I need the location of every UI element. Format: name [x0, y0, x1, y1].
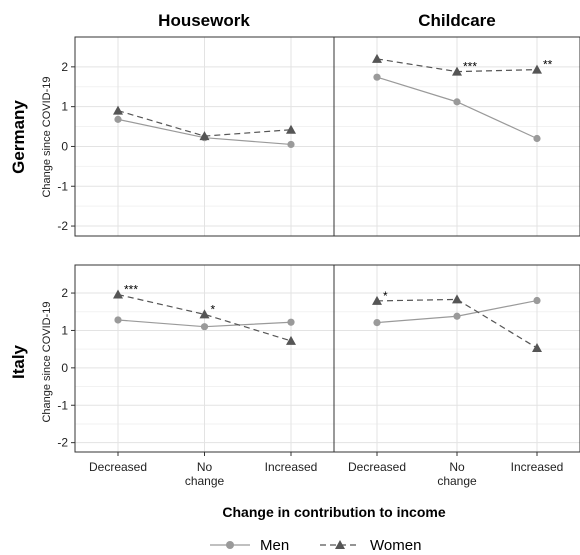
x-tick-label: Increased — [265, 460, 318, 474]
y-tick-label: -2 — [57, 436, 68, 450]
y-tick-label: 0 — [61, 361, 68, 375]
legend-marker — [226, 541, 234, 549]
data-point — [372, 53, 382, 63]
data-point — [532, 343, 542, 353]
data-point — [452, 294, 462, 304]
y-tick-label: -2 — [57, 219, 68, 233]
data-point — [114, 115, 122, 123]
data-point — [373, 318, 381, 327]
significance-label: *** — [124, 283, 138, 297]
x-tick-label: Decreased — [89, 460, 147, 474]
significance-label: ** — [543, 58, 553, 72]
data-point — [199, 309, 210, 319]
series-men-italy-housework — [114, 316, 295, 331]
data-point — [113, 105, 123, 115]
y-tick-label: 2 — [61, 286, 68, 300]
panel-germany-housework: -2 -1 0 1 2 — [57, 36, 335, 237]
data-point — [286, 335, 296, 345]
row-title-germany: Germany — [9, 100, 28, 174]
x-tick-label: Increased — [511, 460, 564, 474]
x-tick-labels: Decreased No change Increased Decreased No cha… — [89, 460, 563, 488]
y-tick-label: 1 — [61, 100, 68, 114]
legend-item-men: Men — [210, 537, 289, 554]
y-tick-label: 1 — [61, 323, 68, 337]
column-titles: Housework Childcare — [158, 11, 496, 30]
x-axis-label: Change in contribution to income — [222, 504, 445, 520]
y-tick-label: 0 — [61, 139, 68, 153]
y-tick-label: -1 — [57, 398, 68, 412]
y-axis-labels: Change since COVID-19 Change since COVID… — [41, 76, 53, 422]
legend-item-women: Women — [320, 537, 421, 554]
legend-label: Women — [370, 537, 421, 554]
data-point — [113, 289, 123, 299]
panel-germany-childcare: *** ** — [333, 36, 580, 237]
data-point — [372, 295, 382, 305]
legend-label: Men — [260, 537, 289, 554]
data-point — [114, 316, 122, 324]
data-point — [532, 64, 542, 74]
series-women-germany-childcare: *** ** — [372, 53, 553, 76]
legend-marker — [335, 540, 345, 549]
significance-label: *** — [463, 60, 477, 74]
data-point — [287, 140, 295, 149]
panel-italy-childcare: * — [333, 264, 580, 456]
series-men-germany-childcare — [373, 73, 541, 143]
data-point — [453, 312, 461, 320]
series-women-italy-childcare: * — [372, 289, 542, 353]
series-women-germany-housework — [113, 105, 296, 141]
x-tick-label: Decreased — [348, 460, 406, 474]
row-titles: Germany Italy — [9, 100, 28, 379]
row-title-italy: Italy — [9, 344, 28, 379]
y-axis-label-germany: Change since COVID-19 — [41, 76, 53, 197]
significance-label: * — [383, 289, 388, 303]
y-axis-label-italy: Change since COVID-19 — [41, 301, 53, 422]
legend: Men Women — [210, 537, 421, 554]
data-point — [287, 318, 295, 326]
panel-border — [333, 36, 580, 237]
data-point — [533, 296, 541, 305]
column-title-childcare: Childcare — [418, 11, 495, 30]
y-tick-label: -1 — [57, 179, 68, 193]
x-tick-label: No change — [437, 460, 477, 488]
series-women-italy-housework: **** — [113, 283, 296, 345]
data-point — [453, 98, 461, 106]
significance-label: * — [211, 302, 216, 316]
data-point — [200, 323, 209, 331]
data-point — [452, 66, 462, 76]
data-point — [199, 131, 210, 141]
data-point — [286, 124, 296, 134]
series-men-italy-childcare — [373, 296, 541, 327]
y-tick-label: 2 — [61, 60, 68, 74]
data-point — [373, 73, 381, 81]
data-point — [533, 134, 541, 143]
column-title-housework: Housework — [158, 11, 250, 30]
x-tick-label: No change — [185, 460, 225, 488]
